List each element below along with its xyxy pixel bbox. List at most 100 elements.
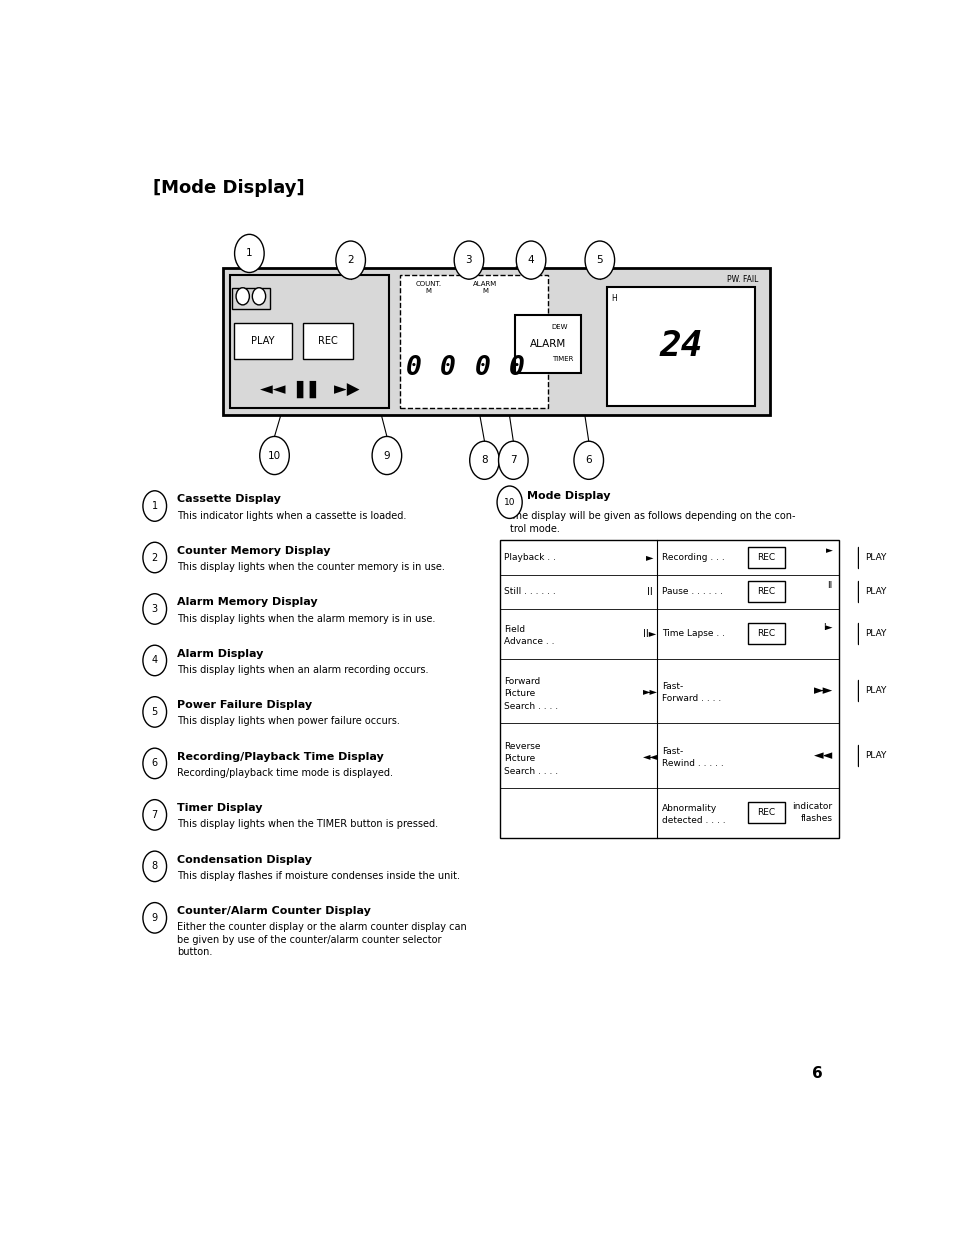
FancyBboxPatch shape xyxy=(857,745,894,766)
Text: II: II xyxy=(826,581,832,589)
Text: The display will be given as follows depending on the con-: The display will be given as follows dep… xyxy=(509,510,794,520)
Text: Cassette Display: Cassette Display xyxy=(176,494,280,504)
Text: 6: 6 xyxy=(812,1066,822,1081)
Circle shape xyxy=(252,287,265,305)
FancyBboxPatch shape xyxy=(222,267,769,416)
Text: H: H xyxy=(611,295,617,303)
Text: Field: Field xyxy=(504,624,525,634)
Text: This display lights when the alarm memory is in use.: This display lights when the alarm memor… xyxy=(176,614,435,624)
Text: ALARM
M: ALARM M xyxy=(473,281,497,295)
Text: 4: 4 xyxy=(527,255,534,265)
FancyBboxPatch shape xyxy=(747,802,783,823)
FancyBboxPatch shape xyxy=(302,323,353,359)
FancyBboxPatch shape xyxy=(747,582,783,603)
Text: II: II xyxy=(646,587,652,597)
Text: I►: I► xyxy=(822,623,832,631)
Circle shape xyxy=(498,441,528,479)
Text: This display lights when an alarm recording occurs.: This display lights when an alarm record… xyxy=(176,665,428,675)
Text: 9: 9 xyxy=(383,451,390,461)
Text: be given by use of the counter/alarm counter selector: be given by use of the counter/alarm cou… xyxy=(176,935,441,945)
Bar xyxy=(232,287,270,308)
Text: Counter/Alarm Counter Display: Counter/Alarm Counter Display xyxy=(176,906,371,916)
Text: Power Failure Display: Power Failure Display xyxy=(176,701,312,711)
FancyBboxPatch shape xyxy=(230,275,389,407)
Text: 3: 3 xyxy=(465,255,472,265)
FancyBboxPatch shape xyxy=(857,681,894,702)
Text: DEW: DEW xyxy=(551,324,568,329)
Text: Abnormality: Abnormality xyxy=(661,803,717,812)
Text: PLAY: PLAY xyxy=(864,587,886,597)
Text: REC: REC xyxy=(317,337,337,347)
Circle shape xyxy=(143,903,167,933)
Text: Timer Display: Timer Display xyxy=(176,803,262,813)
Circle shape xyxy=(143,800,167,831)
Text: ◄◄: ◄◄ xyxy=(813,749,832,763)
Circle shape xyxy=(497,487,521,519)
Text: Playback . .: Playback . . xyxy=(504,553,556,562)
Text: Time Lapse . .: Time Lapse . . xyxy=(661,629,724,639)
Circle shape xyxy=(143,697,167,727)
Text: 8: 8 xyxy=(152,862,157,872)
Circle shape xyxy=(372,437,401,474)
FancyBboxPatch shape xyxy=(499,540,838,838)
Text: Mode Display: Mode Display xyxy=(527,491,610,501)
Text: Rewind . . . . .: Rewind . . . . . xyxy=(661,759,723,768)
Text: ◄◄: ◄◄ xyxy=(642,750,657,761)
Circle shape xyxy=(516,241,545,279)
Text: 7: 7 xyxy=(510,456,517,465)
Text: COUNT.
M: COUNT. M xyxy=(415,281,441,295)
Text: 0: 0 xyxy=(475,355,491,381)
Text: 0: 0 xyxy=(509,355,524,381)
Circle shape xyxy=(469,441,498,479)
Text: PLAY: PLAY xyxy=(864,686,886,696)
FancyBboxPatch shape xyxy=(233,323,292,359)
Text: 6: 6 xyxy=(585,456,592,465)
Text: Forward . . . .: Forward . . . . xyxy=(661,695,720,703)
Text: 0: 0 xyxy=(405,355,421,381)
Text: This indicator lights when a cassette is loaded.: This indicator lights when a cassette is… xyxy=(176,510,406,520)
Circle shape xyxy=(143,542,167,573)
Circle shape xyxy=(143,490,167,521)
Text: Reverse: Reverse xyxy=(504,742,540,750)
Text: Alarm Display: Alarm Display xyxy=(176,649,263,659)
Text: Alarm Memory Display: Alarm Memory Display xyxy=(176,597,317,608)
Text: This display lights when power failure occurs.: This display lights when power failure o… xyxy=(176,717,399,727)
Circle shape xyxy=(143,748,167,779)
FancyBboxPatch shape xyxy=(606,287,755,406)
Text: flashes: flashes xyxy=(800,815,832,823)
Text: Recording . . .: Recording . . . xyxy=(661,553,724,562)
Text: PW. FAIL: PW. FAIL xyxy=(726,275,758,285)
Text: 2: 2 xyxy=(152,552,157,562)
Text: ►►: ►► xyxy=(813,685,832,697)
Text: This display lights when the counter memory is in use.: This display lights when the counter mem… xyxy=(176,562,444,572)
Circle shape xyxy=(259,437,289,474)
Text: 10: 10 xyxy=(503,498,515,506)
Text: 5: 5 xyxy=(596,255,602,265)
Text: 9: 9 xyxy=(152,912,157,922)
Text: detected . . . .: detected . . . . xyxy=(661,816,725,825)
Text: ►: ► xyxy=(645,552,653,562)
FancyBboxPatch shape xyxy=(400,275,547,407)
Text: ◄◄  ▌▌  ►▶: ◄◄ ▌▌ ►▶ xyxy=(259,380,359,397)
Circle shape xyxy=(143,851,167,881)
Text: Still . . . . . .: Still . . . . . . xyxy=(504,587,556,597)
FancyBboxPatch shape xyxy=(857,582,894,603)
Circle shape xyxy=(234,234,264,272)
Text: 7: 7 xyxy=(152,810,157,820)
FancyBboxPatch shape xyxy=(747,547,783,568)
Text: PLAY: PLAY xyxy=(864,553,886,562)
Text: 24: 24 xyxy=(659,329,702,364)
Text: button.: button. xyxy=(176,947,213,957)
Text: 5: 5 xyxy=(152,707,157,717)
Text: This display flashes if moisture condenses inside the unit.: This display flashes if moisture condens… xyxy=(176,870,459,881)
Text: REC: REC xyxy=(757,587,775,597)
Text: ALARM: ALARM xyxy=(530,339,565,349)
Text: PLAY: PLAY xyxy=(864,751,886,760)
Circle shape xyxy=(143,645,167,676)
FancyBboxPatch shape xyxy=(747,623,783,644)
Circle shape xyxy=(335,241,365,279)
Circle shape xyxy=(143,594,167,624)
FancyBboxPatch shape xyxy=(857,623,894,644)
Text: Forward: Forward xyxy=(504,677,540,686)
Text: ►: ► xyxy=(825,546,832,556)
